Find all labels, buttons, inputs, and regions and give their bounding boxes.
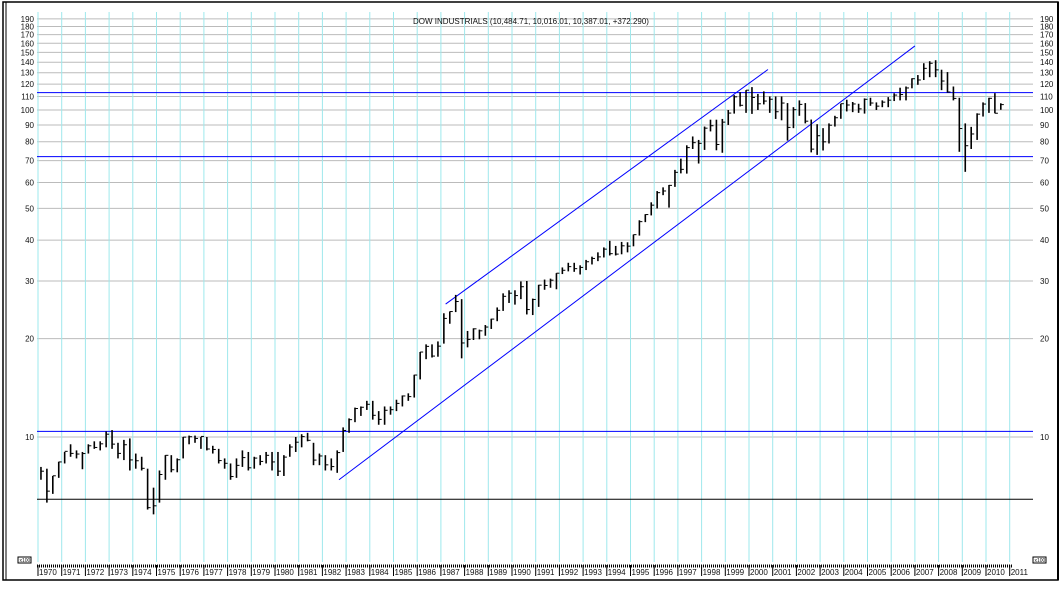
y-tick-label-right: 100 — [1040, 106, 1054, 115]
y-tick-label-left: 10 — [25, 433, 34, 442]
x-tick-label: 1985 — [395, 568, 413, 577]
y-tick-label-right: 60 — [1040, 179, 1049, 188]
y-tick-label-right: 150 — [1040, 48, 1054, 57]
trend-channel-line — [445, 69, 769, 305]
x-tick-label: 1976 — [181, 568, 199, 577]
x-tick-label: 2003 — [821, 568, 839, 577]
x-tick-label: 1988 — [466, 568, 484, 577]
x-tick-label: 1994 — [608, 568, 626, 577]
x-tick-label: 1996 — [655, 568, 673, 577]
y-tick-label-right: 110 — [1040, 92, 1053, 101]
y-tick-label-left: 100 — [21, 106, 35, 115]
x-tick-label: 1980 — [276, 568, 294, 577]
x-tick-label: 1977 — [205, 568, 223, 577]
y-tick-label-left: 120 — [21, 80, 35, 89]
x-tick-label: 2010 — [987, 568, 1005, 577]
y-tick-label-left: 70 — [25, 157, 34, 166]
x-tick-label: 1986 — [418, 568, 436, 577]
x-tick-label: 1982 — [323, 568, 341, 577]
chart-title: DOW INDUSTRIALS (10,484.71, 10,016.01, 1… — [413, 17, 649, 26]
x-tick-label: 1983 — [347, 568, 365, 577]
trend-channel-line — [338, 45, 916, 481]
y-tick-label-right: 190 — [1040, 15, 1054, 24]
x-tick-label: 1990 — [513, 568, 531, 577]
y-tick-label-right: 20 — [1040, 335, 1049, 344]
x-tick-label: 2005 — [869, 568, 887, 577]
y-tick-label-left: 130 — [21, 69, 35, 78]
x-tick-label: 1975 — [158, 568, 176, 577]
unit-box-right-label: x100 — [1035, 558, 1046, 564]
y-tick-label-right: 90 — [1040, 121, 1049, 130]
x-tick-label: 1991 — [537, 568, 555, 577]
y-tick-label-left: 60 — [25, 179, 34, 188]
unit-box-left-label: x100 — [20, 558, 31, 564]
y-tick-label-right: 120 — [1040, 80, 1054, 89]
unit-box-left — [17, 556, 32, 564]
x-tick-label: 1997 — [679, 568, 697, 577]
x-tick-label: 2004 — [845, 568, 863, 577]
y-tick-label-left: 40 — [25, 236, 34, 245]
y-tick-label-left: 170 — [21, 31, 35, 40]
x-tick-label: 1981 — [300, 568, 318, 577]
x-tick-label: 1987 — [442, 568, 460, 577]
y-tick-label-right: 170 — [1040, 31, 1054, 40]
y-tick-label-left: 80 — [25, 138, 34, 147]
y-tick-label-right: 30 — [1040, 277, 1049, 286]
y-tick-label-left: 30 — [25, 277, 34, 286]
y-tick-label-left: 50 — [25, 204, 34, 213]
x-tick-label: 2009 — [963, 568, 981, 577]
x-tick-label: 1995 — [632, 568, 650, 577]
y-tick-label-left: 20 — [25, 335, 34, 344]
y-tick-label-right: 40 — [1040, 236, 1049, 245]
x-tick-label: 1973 — [110, 568, 128, 577]
y-tick-label-right: 140 — [1040, 58, 1054, 67]
x-tick-label: 1974 — [134, 568, 152, 577]
y-tick-label-right: 50 — [1040, 204, 1049, 213]
x-tick-label: 1992 — [560, 568, 578, 577]
x-tick-label: 1993 — [584, 568, 602, 577]
y-tick-label-left: 110 — [21, 92, 34, 101]
x-tick-label: 2011 — [1011, 568, 1029, 577]
unit-box-right — [1032, 556, 1047, 564]
y-tick-label-left: 140 — [21, 58, 35, 67]
x-tick-label: 2007 — [916, 568, 934, 577]
y-tick-label-left: 150 — [21, 48, 35, 57]
x-tick-label: 1972 — [86, 568, 104, 577]
y-tick-label-left: 180 — [21, 23, 35, 32]
y-tick-label-right: 80 — [1040, 138, 1049, 147]
y-tick-label-right: 180 — [1040, 23, 1054, 32]
x-tick-label: 1984 — [371, 568, 389, 577]
x-tick-label: 2002 — [797, 568, 815, 577]
y-tick-label-left: 160 — [21, 39, 35, 48]
y-tick-label-left: 190 — [21, 15, 35, 24]
y-tick-label-right: 10 — [1040, 433, 1049, 442]
x-tick-label: 1970 — [39, 568, 57, 577]
y-tick-label-right: 70 — [1040, 157, 1049, 166]
x-tick-label: 2006 — [892, 568, 910, 577]
y-tick-label-right: 130 — [1040, 69, 1054, 78]
x-tick-label: 2008 — [940, 568, 958, 577]
x-tick-label: 1998 — [703, 568, 721, 577]
x-tick-label: 1999 — [726, 568, 744, 577]
y-tick-label-left: 90 — [25, 121, 34, 130]
x-tick-label: 1971 — [63, 568, 81, 577]
x-tick-label: 1978 — [229, 568, 247, 577]
x-tick-label: 1979 — [252, 568, 270, 577]
y-tick-label-right: 160 — [1040, 39, 1054, 48]
x-tick-label: 2000 — [750, 568, 768, 577]
x-tick-label: 1989 — [489, 568, 507, 577]
x-tick-label: 2001 — [774, 568, 792, 577]
